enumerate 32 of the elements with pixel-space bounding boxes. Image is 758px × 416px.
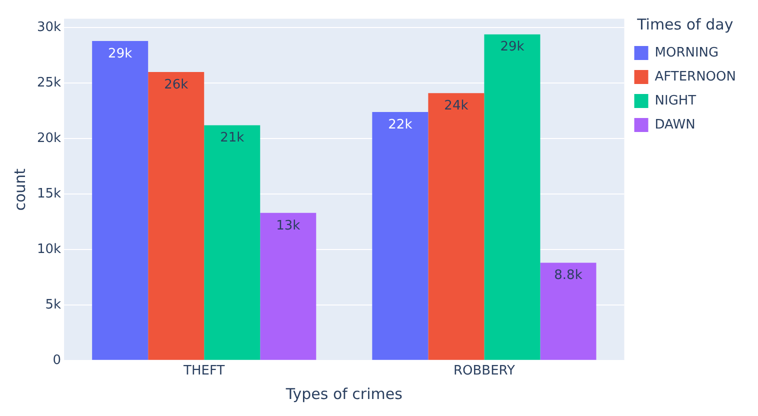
y-tick-label: 25k <box>36 76 62 90</box>
y-tick-label: 5k <box>45 297 62 312</box>
y-tick-label: 0 <box>52 352 62 368</box>
legend-label: DAWN <box>654 117 696 132</box>
bar <box>428 93 484 360</box>
bar <box>148 72 204 360</box>
bar <box>372 112 428 360</box>
legend-label: MORNING <box>654 45 719 60</box>
data-label: 29k <box>108 46 133 62</box>
y-tick-label: 30k <box>36 20 62 36</box>
x-tick-label: THEFT <box>182 364 225 379</box>
bar <box>92 40 148 360</box>
data-label: 24k <box>444 98 469 114</box>
bar <box>204 125 260 360</box>
legend-label: NIGHT <box>654 93 696 108</box>
y-tick-label: 10k <box>36 242 62 257</box>
data-label: 21k <box>220 130 245 146</box>
bar <box>540 262 596 360</box>
x-axis-title: Types of crimes <box>284 384 403 403</box>
data-label: 13k <box>276 218 301 234</box>
legend-label: AFTERNOON <box>654 69 736 84</box>
data-label: 29k <box>500 40 525 55</box>
data-label: 8.8k <box>554 268 583 284</box>
x-tick-label: ROBBERY <box>453 364 515 379</box>
bar <box>484 34 540 360</box>
y-tick-label: 20k <box>36 130 62 146</box>
y-axis-title: count <box>10 168 29 211</box>
data-label: 26k <box>164 77 189 92</box>
legend-title: Times of day <box>636 15 734 34</box>
y-tick-label: 15k <box>36 186 62 202</box>
data-label: 22k <box>388 117 413 132</box>
bar <box>260 212 316 360</box>
